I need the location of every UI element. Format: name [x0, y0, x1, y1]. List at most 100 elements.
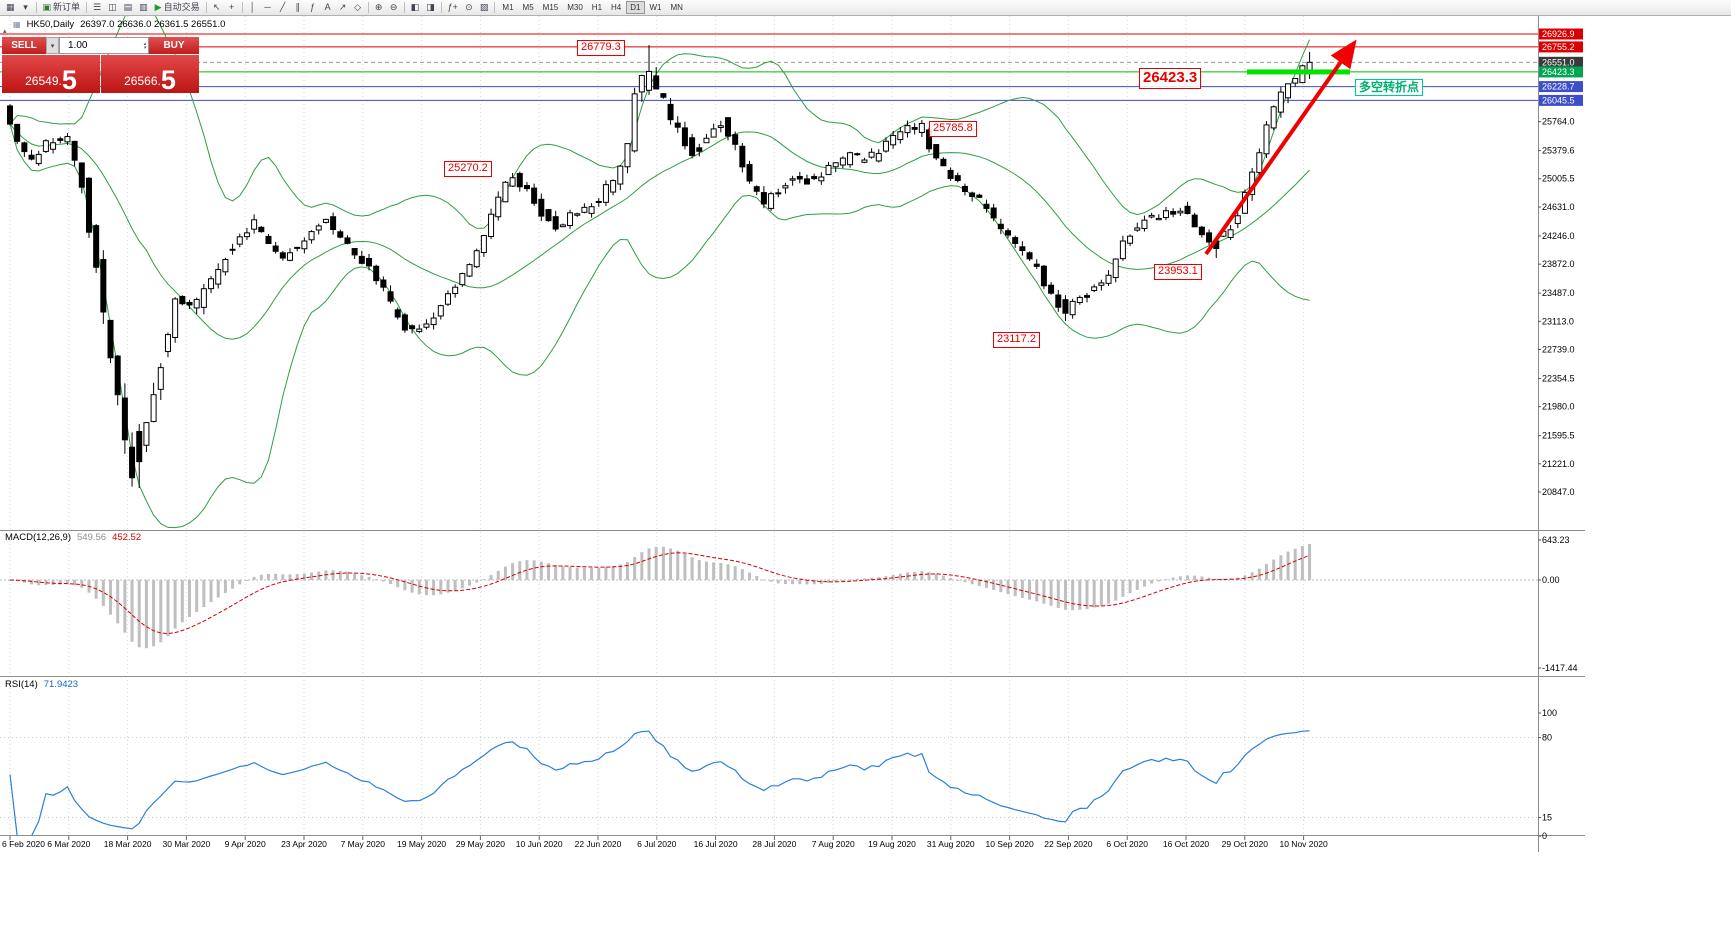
candle [7, 104, 13, 126]
candle [258, 226, 265, 233]
crosshair-icon[interactable]: + [225, 1, 239, 14]
candle [516, 171, 523, 192]
candle [509, 173, 516, 187]
templates-icon[interactable]: ▨ [477, 1, 492, 14]
arrows-tool-icon[interactable]: ↗ [336, 1, 350, 14]
volume-down-arrow[interactable]: ▾ [143, 44, 146, 51]
candle [760, 186, 767, 209]
price-axis[interactable]: 25764.0 25379.6 25005.5 24631.0 24246.0 23872… [1538, 28, 1583, 498]
level-label-25270[interactable]: 25270.2 [444, 161, 492, 177]
zoom-out-icon[interactable]: ⊖ [387, 1, 401, 14]
cursor-icon[interactable]: ↖ [210, 1, 224, 14]
candle [1084, 292, 1090, 303]
horizontal-line-icon-glyph: ─ [264, 2, 271, 12]
level-label-26423[interactable]: 26423.3 [1139, 68, 1202, 89]
timeframe-w1-button[interactable]: W1 [649, 3, 662, 12]
timeframe-h4-button[interactable]: H4 [611, 3, 622, 12]
candle [954, 172, 961, 183]
candle [1012, 235, 1019, 248]
candle [1277, 86, 1284, 118]
timeframe-m1-button[interactable]: M1 [502, 3, 514, 12]
candle [14, 123, 21, 145]
new-chart-icon[interactable]: ▦ [3, 1, 18, 14]
periods-icon[interactable]: ⊙ [462, 1, 476, 14]
level-label-25785[interactable]: 25785.8 [929, 121, 977, 137]
channel-icon[interactable]: ∥ [291, 1, 305, 14]
turning-point-label[interactable]: 多空转折点 [1355, 79, 1424, 96]
cascade-windows-icon[interactable]: ◨ [423, 1, 438, 14]
candle [222, 257, 229, 276]
svg-text:18 Mar 2020: 18 Mar 2020 [104, 839, 152, 849]
rsi-label: RSI(14) [5, 679, 38, 690]
trend-arrow[interactable] [1204, 39, 1357, 256]
candle [272, 242, 279, 254]
volume-up-arrow[interactable]: ▴ [143, 40, 146, 47]
volume-stepper[interactable]: ▴ ▾ [143, 40, 146, 51]
one-click-trading-panel: SELL ▾ 1.00 ▴ ▾ BUY 26549. 5 [2, 37, 199, 94]
timeframe-d1-button[interactable]: D1 [626, 1, 645, 14]
svg-text:31 Aug 2020: 31 Aug 2020 [927, 839, 975, 849]
timeframe-m30-button[interactable]: M30 [567, 3, 583, 12]
candle [200, 284, 207, 315]
candle [466, 263, 473, 278]
svg-text:100: 100 [1542, 708, 1557, 718]
candle [617, 165, 624, 191]
fibonacci-icon[interactable]: ƒ [306, 1, 320, 14]
autotrading-button[interactable]: ▶ 自动交易 [152, 1, 203, 14]
order-options-caret[interactable]: ▾ [46, 37, 59, 54]
timeframe-h1-button[interactable]: H1 [591, 3, 603, 12]
candle [1227, 225, 1234, 241]
text-tool-icon[interactable]: A [321, 1, 335, 14]
horizontal-line-icon[interactable]: ─ [261, 1, 275, 14]
terminal-icon[interactable]: ▥ [136, 1, 151, 14]
data-window-icon[interactable]: ◫ [105, 1, 120, 14]
candle [121, 383, 128, 454]
autotrading-glyph: ▶ [154, 2, 162, 12]
candle [136, 423, 143, 489]
volume-input[interactable]: 1.00 ▴ ▾ [59, 37, 149, 54]
svg-text:30 Mar 2020: 30 Mar 2020 [163, 839, 211, 849]
buy-button[interactable]: BUY [149, 37, 199, 54]
market-watch-icon[interactable]: ☰ [90, 1, 104, 14]
level-label-26779[interactable]: 26779.3 [577, 40, 625, 56]
svg-text:10 Nov 2020: 10 Nov 2020 [1279, 839, 1327, 849]
candle [265, 234, 272, 245]
svg-text:16 Oct 2020: 16 Oct 2020 [1163, 839, 1210, 849]
date-axis[interactable]: 6 Feb 2020 6 Mar 2020 18 Mar 2020 30 Mar 20… [2, 836, 1328, 849]
candle [251, 214, 258, 234]
zoom-in-icon[interactable]: ⊕ [372, 1, 386, 14]
timeframe-mn-button[interactable]: MN [670, 3, 683, 12]
candle [373, 264, 380, 285]
one-click-collapse-arrow[interactable]: ▴ [3, 28, 7, 35]
timeframe-m15-button[interactable]: M15 [542, 3, 559, 12]
candle [624, 143, 631, 174]
timeframe-m5-button[interactable]: M5 [522, 3, 534, 12]
svg-text:19 Aug 2020: 19 Aug 2020 [868, 839, 916, 849]
chart-profiles-icon[interactable]: ▾ [19, 1, 33, 14]
svg-text:6 Mar 2020: 6 Mar 2020 [47, 839, 90, 849]
candle [1141, 215, 1148, 232]
sell-price-display[interactable]: 26549. 5 [2, 55, 100, 94]
level-label-23117[interactable]: 23117.2 [993, 332, 1040, 348]
templates-icon-glyph: ▨ [479, 2, 489, 12]
level-label-23953[interactable]: 23953.1 [1154, 264, 1202, 280]
shapes-tool-icon[interactable]: ◇ [351, 1, 365, 14]
candle [337, 229, 344, 239]
indicators-icon[interactable]: ƒ+ [445, 1, 461, 14]
data-window-icon-glyph: ◫ [108, 2, 117, 12]
sell-button[interactable]: SELL [2, 37, 46, 54]
candle [1112, 258, 1119, 283]
new-order-button[interactable]: ▣ 新订单 [40, 1, 84, 14]
toolbar-separator [494, 2, 496, 13]
candle [1019, 241, 1026, 256]
tile-windows-icon[interactable]: ◧ [408, 1, 423, 14]
navigator-icon[interactable]: ▤ [121, 1, 136, 14]
candle [1026, 251, 1033, 261]
candle [538, 193, 545, 222]
vertical-line-icon[interactable]: │ [246, 1, 260, 14]
buy-price-display[interactable]: 26566. 5 [101, 55, 199, 94]
trendline-icon[interactable]: ╱ [276, 1, 290, 14]
candle [344, 235, 351, 245]
support-highlight-line[interactable] [1247, 69, 1350, 75]
